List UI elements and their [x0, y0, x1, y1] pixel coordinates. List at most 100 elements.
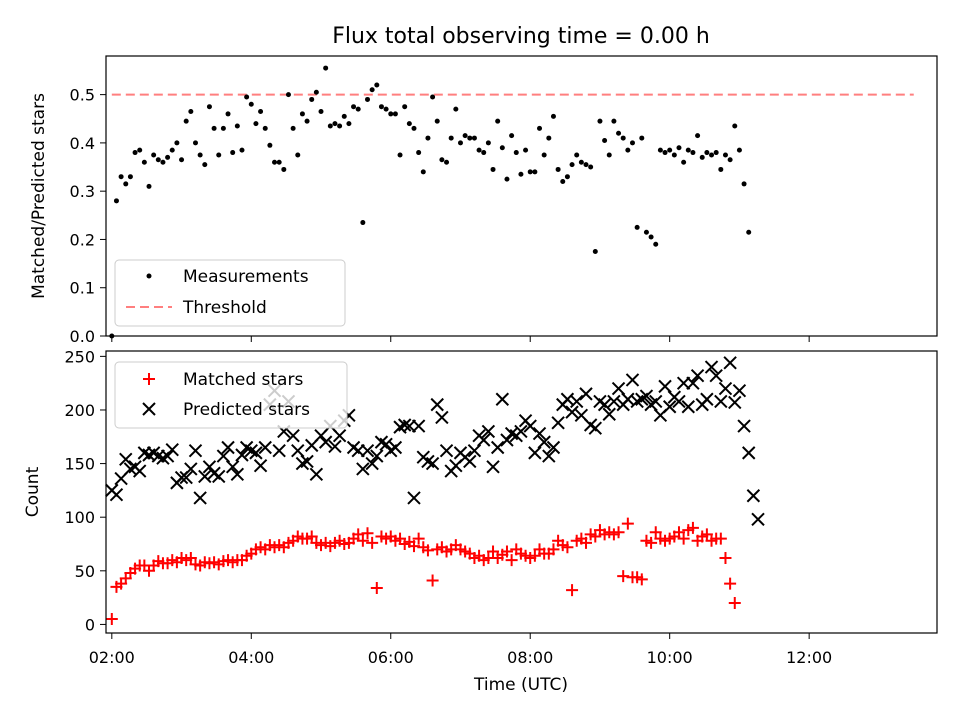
predicted-stars-point — [160, 449, 175, 463]
measurement-point — [727, 157, 733, 163]
measurement-point — [206, 104, 212, 110]
measurement-point — [137, 147, 143, 153]
measurement-point — [416, 150, 422, 156]
measurement-point — [648, 234, 654, 240]
predicted-stars-legend-marker — [142, 402, 156, 416]
predicted-stars-point — [728, 395, 742, 410]
measurement-point — [634, 224, 640, 230]
predicted-stars-point — [225, 460, 240, 474]
predicted-stars-point — [179, 470, 193, 485]
predicted-stars-point — [579, 387, 593, 401]
measurement-point — [578, 159, 584, 165]
measurement-point — [592, 249, 598, 255]
measurement-point — [132, 150, 138, 156]
measurement-point — [169, 147, 175, 153]
predicted-stars-point — [500, 433, 514, 447]
matched-stars-point — [305, 530, 318, 543]
top-y-axis-label: Matched/Predicted stars — [29, 93, 49, 299]
measurement-point — [457, 140, 463, 146]
measurement-point — [402, 104, 408, 110]
predicted-stars-point — [662, 400, 677, 414]
figure-title: Flux total observing time = 0.00 h — [332, 24, 710, 49]
measurement-point — [467, 135, 473, 141]
measurement-point — [411, 125, 417, 131]
measurement-point — [444, 159, 450, 165]
predicted-stars-point — [132, 464, 147, 478]
matched-stars-point — [370, 581, 383, 594]
bottom-ytick-label: 250 — [64, 347, 95, 366]
predicted-stars-point — [681, 400, 695, 414]
matched-stars-point — [714, 532, 727, 545]
matched-stars-point — [500, 545, 513, 558]
predicted-stars-point — [370, 449, 384, 463]
measurement-point — [741, 181, 747, 187]
bottom-ytick-label: 50 — [75, 562, 95, 581]
measurement-point — [369, 87, 375, 93]
predicted-stars-point — [597, 397, 612, 412]
predicted-stars-point — [639, 389, 654, 403]
predicted-stars-point — [184, 462, 198, 476]
measurement-point — [639, 135, 645, 141]
measurement-point — [574, 152, 580, 158]
measurement-point — [188, 109, 194, 115]
measurement-point — [481, 150, 487, 156]
predicted-stars-point — [221, 440, 235, 455]
xtick-label: 08:00 — [507, 648, 553, 667]
measurement-point — [290, 125, 296, 131]
measurement-point — [420, 169, 426, 175]
top-ytick-label: 0.1 — [70, 279, 95, 298]
measurement-point — [327, 123, 333, 129]
predicted-stars-point — [588, 421, 603, 435]
xtick-label: 02:00 — [89, 648, 135, 667]
measurement-point — [495, 118, 501, 124]
bottom-axes-frame — [105, 350, 938, 634]
measurement-point — [276, 159, 282, 165]
measurement-point — [253, 121, 259, 127]
predicted-stars-point — [569, 394, 584, 409]
predicted-stars-point — [528, 446, 542, 460]
measurement-point — [216, 152, 222, 158]
predicted-stars-point — [690, 368, 705, 383]
measurement-point — [713, 150, 719, 156]
matched-stars-point — [672, 526, 685, 539]
matched-stars-point — [407, 540, 420, 553]
measurement-point — [281, 166, 287, 172]
matched-stars-point — [366, 536, 379, 549]
predicted-stars-point — [649, 394, 663, 409]
matched-stars-point — [617, 570, 630, 583]
measurement-point — [602, 137, 608, 143]
predicted-stars-point — [318, 435, 333, 449]
matched-stars-point — [686, 521, 699, 534]
predicted-stars-point — [658, 379, 672, 394]
measurement-point — [365, 96, 371, 102]
matched-stars-point — [356, 534, 369, 547]
measurement-point — [588, 164, 594, 170]
predicted-stars-point — [700, 392, 714, 406]
predicted-stars-point — [253, 459, 268, 473]
measurement-point — [346, 121, 352, 127]
measurement-point — [160, 159, 166, 165]
measurement-point — [374, 82, 380, 88]
predicted-stars-point — [300, 454, 314, 469]
measurement-point — [244, 94, 250, 100]
measurement-point — [527, 169, 533, 175]
measurement-point — [653, 241, 659, 247]
measurement-point — [657, 147, 663, 153]
bottom-ytick-label: 150 — [64, 455, 95, 474]
measurement-point — [681, 159, 687, 165]
measurement-point — [499, 145, 505, 151]
matched-stars-legend-marker — [143, 373, 155, 385]
matched-stars-point — [589, 530, 602, 543]
measurement-point — [485, 140, 491, 146]
bottom-plot-marks — [105, 356, 765, 626]
measurement-point — [695, 133, 701, 139]
predicted-stars-point — [198, 469, 212, 484]
predicted-stars-point — [328, 439, 342, 454]
predicted-stars-point — [737, 419, 751, 433]
measurement-point — [736, 147, 742, 153]
measurement-point — [453, 106, 459, 112]
measurement-point — [197, 152, 203, 158]
predicted-stars-point — [463, 454, 477, 469]
measurement-point — [202, 162, 208, 168]
measurement-point — [155, 157, 161, 163]
